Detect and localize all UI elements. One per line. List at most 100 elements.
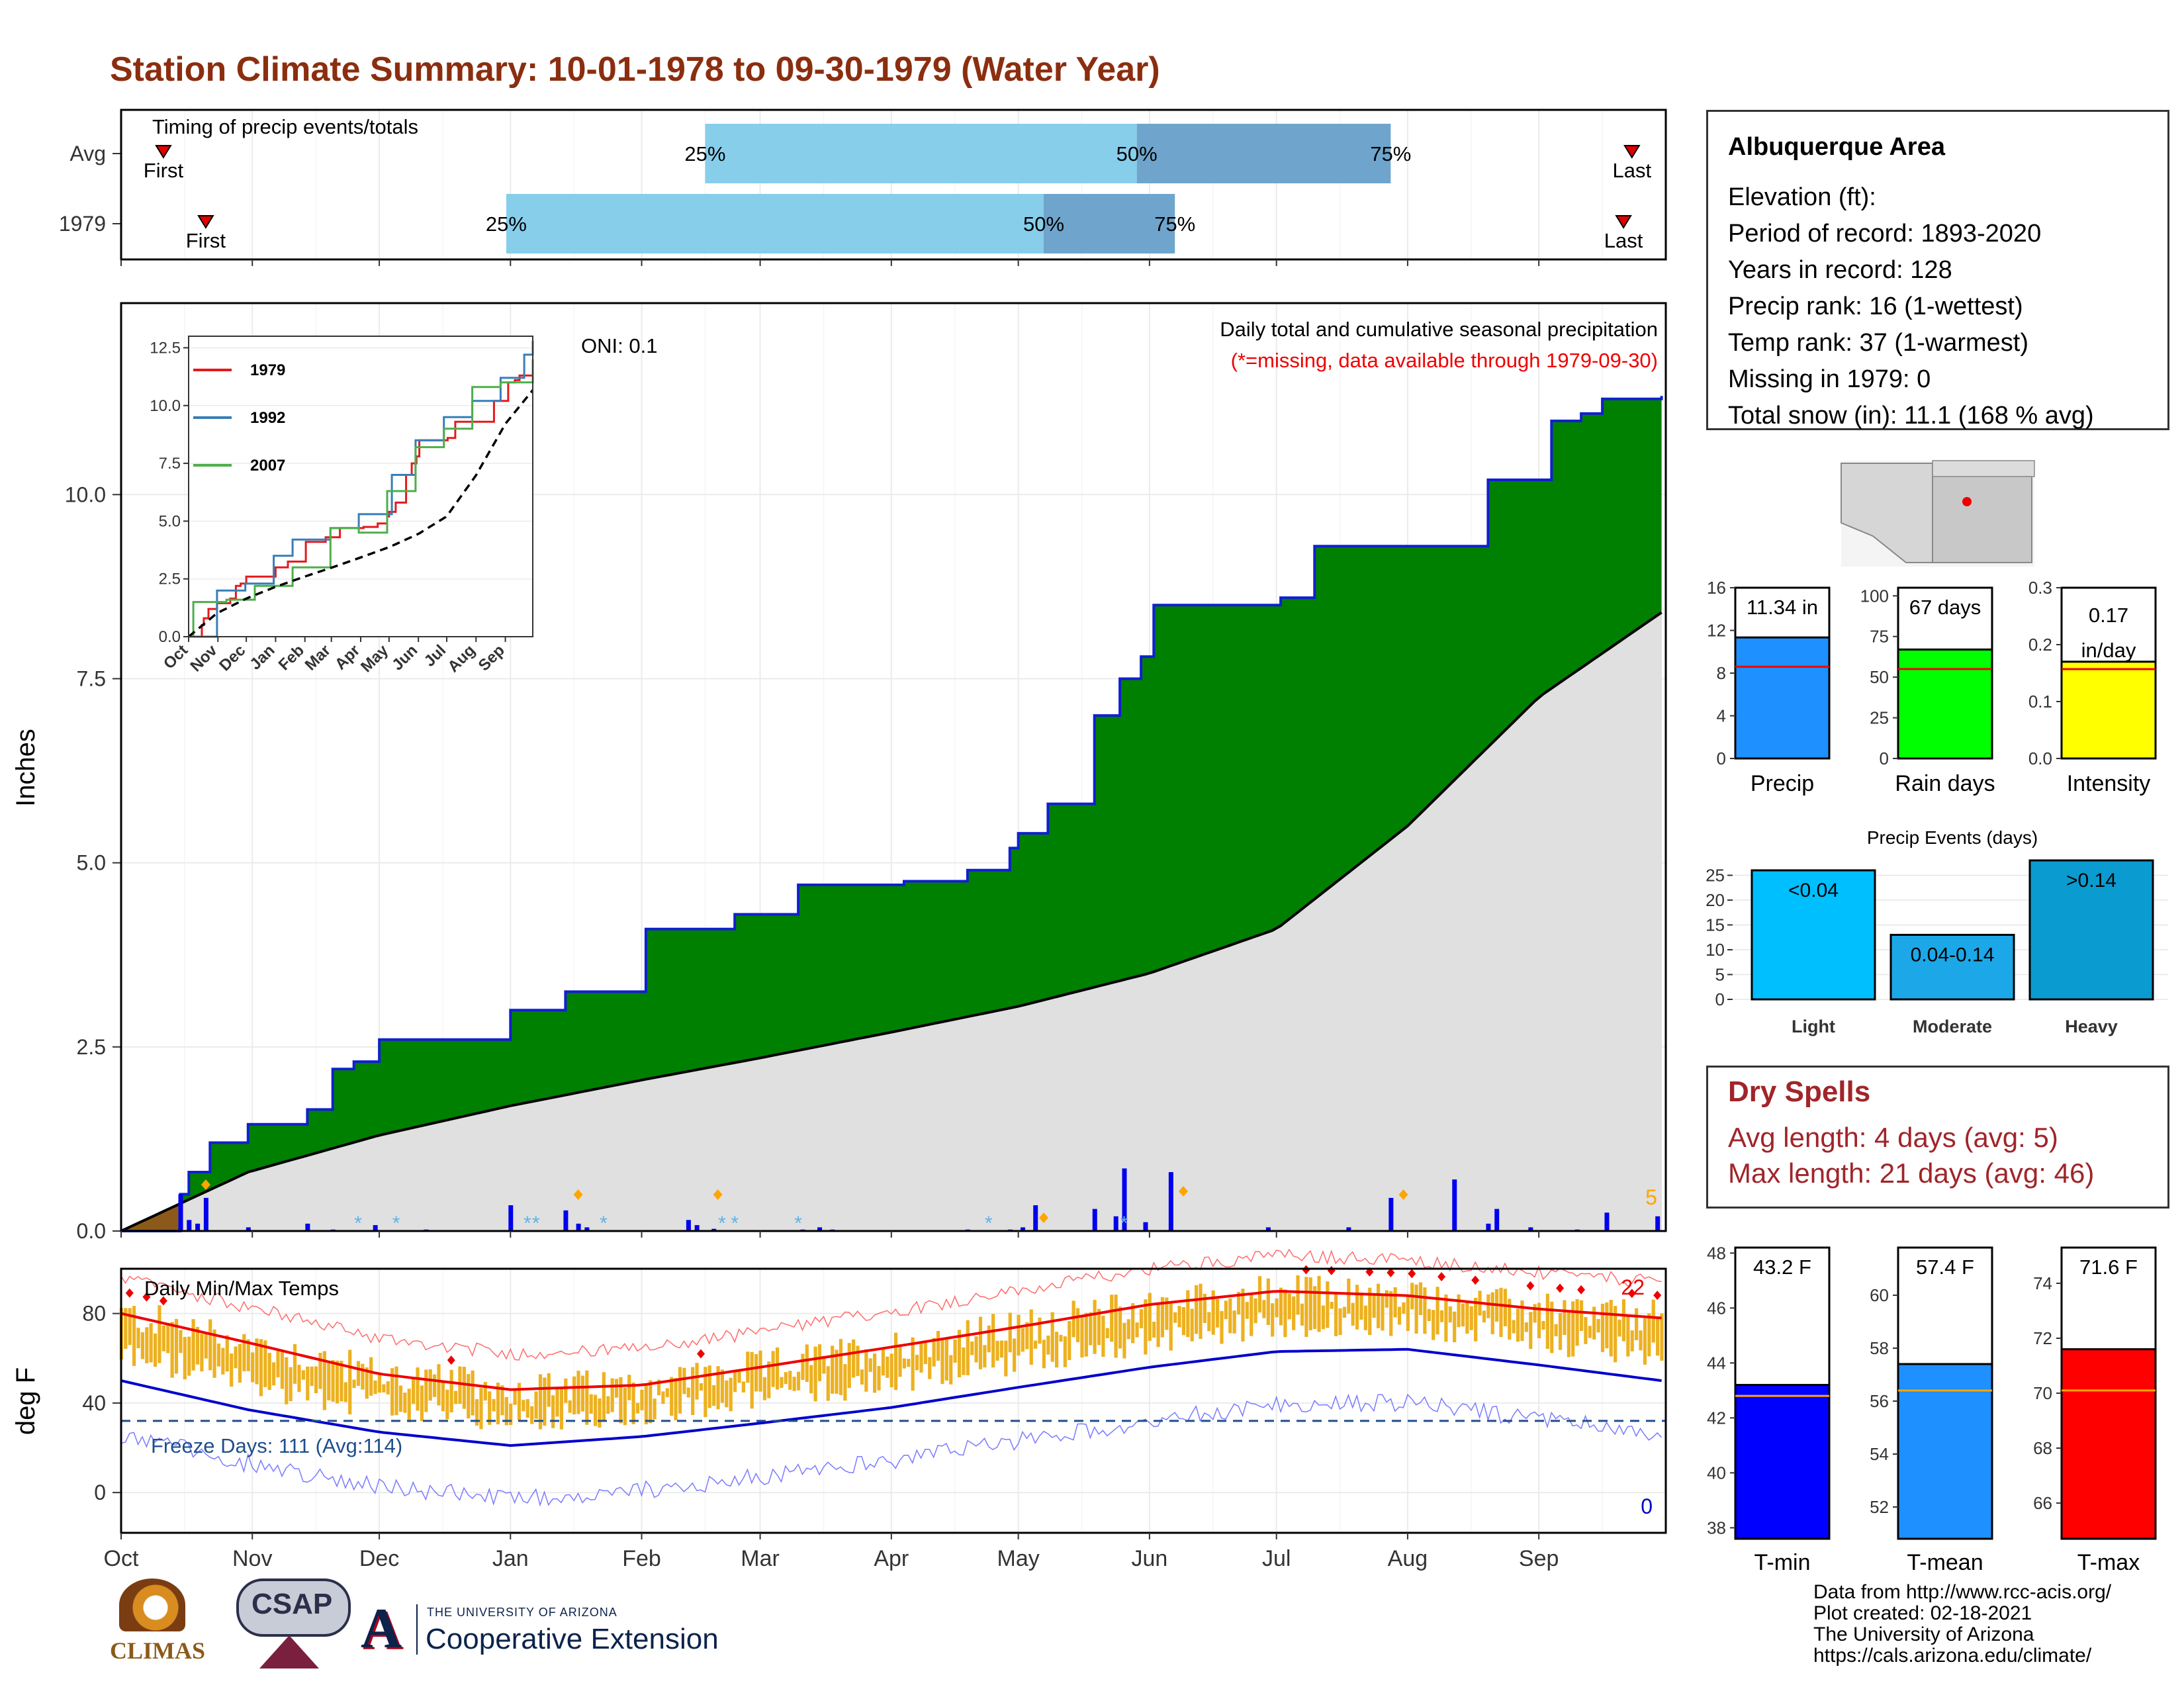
daily-temp-bar: [449, 1369, 453, 1412]
daily-temp-bar: [792, 1377, 796, 1391]
daily-temp-bar: [712, 1385, 716, 1406]
climas-logo: CLIMAS: [106, 1578, 222, 1671]
mini-bar-label: Precip: [1751, 771, 1814, 796]
daily-temp-bar: [1054, 1332, 1059, 1368]
daily-temp-bar: [1435, 1287, 1439, 1335]
daily-precip-bar: [817, 1227, 823, 1231]
daily-temp-bar: [1195, 1285, 1199, 1334]
daily-temp-bar: [949, 1355, 953, 1385]
csap-logo-text: CSAP: [251, 1588, 333, 1620]
x-tick-label: Sep: [1519, 1546, 1559, 1571]
daily-temp-bar: [1651, 1299, 1655, 1343]
daily-temp-bar: [343, 1382, 347, 1402]
daily-temp-bar: [1541, 1320, 1545, 1330]
timing-bar-q50-q75: [1136, 124, 1391, 183]
mini-bar-intensity: [2060, 661, 2157, 760]
daily-temp-bar: [593, 1394, 598, 1426]
daily-temp-bar: [263, 1340, 267, 1387]
daily-temp-bar: [610, 1378, 614, 1412]
daily-temp-bar: [729, 1377, 733, 1412]
daily-temp-bar: [1512, 1320, 1516, 1334]
daily-temp-bar: [170, 1322, 174, 1378]
daily-precip-bar: [1092, 1209, 1097, 1231]
daily-temp-bar: [1173, 1312, 1177, 1323]
daily-temp-bar: [928, 1357, 932, 1379]
daily-temp-bar: [377, 1373, 382, 1393]
daily-temp-bar: [161, 1325, 165, 1351]
daily-temp-bar: [149, 1323, 153, 1363]
daily-temp-bar: [246, 1339, 250, 1371]
daily-temp-bar: [1148, 1293, 1152, 1342]
record-high-line: [120, 1248, 1662, 1361]
mini-bar-ytick-label: 0.3: [2028, 578, 2052, 598]
daily-temp-bar: [1304, 1277, 1308, 1338]
timing-first-marker-label: First: [144, 159, 184, 182]
daily-precip-bar: [305, 1223, 310, 1231]
daily-temp-bar: [331, 1359, 335, 1402]
x-tick-label: Aug: [1388, 1546, 1428, 1571]
daily-temp-bar: [522, 1400, 525, 1412]
precip-ytick-label: 7.5: [77, 666, 106, 690]
daily-temp-bar: [534, 1391, 538, 1419]
dry-spells-avg: Avg length: 4 days (avg: 5): [1728, 1122, 2058, 1153]
precip-ylabel: Inches: [11, 729, 40, 807]
daily-temp-bar: [796, 1371, 801, 1391]
daily-temp-bar: [1190, 1308, 1194, 1342]
daily-temp-bar: [322, 1351, 326, 1410]
daily-temp-bar: [852, 1339, 856, 1378]
page-title: Station Climate Summary: 10-01-1978 to 0…: [110, 50, 1160, 89]
daily-temp-bar: [1550, 1301, 1554, 1353]
daily-temp-bar: [1660, 1313, 1664, 1361]
daily-temp-bar: [158, 1305, 161, 1363]
daily-temp-bar: [500, 1385, 504, 1416]
temp-bar-ytick-label: 38: [1707, 1518, 1726, 1537]
daily-temp-bar: [530, 1406, 534, 1424]
daily-temp-bar: [187, 1336, 191, 1376]
daily-temp-bar: [1643, 1318, 1647, 1365]
daily-temp-bar: [479, 1388, 483, 1430]
daily-temp-bar: [1160, 1297, 1165, 1338]
daily-temp-bar: [492, 1398, 496, 1412]
daily-temp-bar: [568, 1400, 572, 1413]
daily-temp-bar: [915, 1355, 919, 1371]
footer-line-url: https://cals.arizona.edu/climate/: [1813, 1645, 2092, 1667]
daily-precip-bar: [1452, 1179, 1457, 1231]
daily-temp-bar: [471, 1370, 475, 1416]
precip-events-bar-range: <0.04: [1788, 880, 1839, 901]
mini-bar-rain-days: [1897, 648, 1993, 760]
daily-temp-bar: [1372, 1293, 1376, 1318]
daily-temp-bar: [1592, 1306, 1596, 1340]
daily-temp-bar: [1558, 1312, 1563, 1350]
record-precip-marker: [1179, 1186, 1188, 1197]
daily-temp-bar: [1321, 1305, 1326, 1330]
daily-temp-bar: [1084, 1312, 1088, 1357]
inset-series-line-2007: [189, 359, 534, 638]
inset-legend-label: 1992: [250, 409, 285, 427]
daily-temp-bar: [877, 1365, 881, 1391]
daily-temp-bar: [649, 1380, 653, 1424]
timing-first-marker: [197, 215, 214, 229]
daily-temp-bar: [538, 1374, 543, 1430]
daily-temp-bar: [136, 1328, 140, 1349]
daily-temp-bar: [809, 1365, 813, 1394]
daily-temp-bar: [267, 1353, 271, 1391]
daily-temp-bar: [1308, 1277, 1312, 1331]
location-map: [1841, 460, 2035, 567]
daily-temp-bar: [771, 1351, 775, 1387]
daily-temp-bar: [902, 1358, 906, 1369]
daily-temp-bar: [335, 1360, 340, 1404]
precip-events-ytick-label: 15: [1706, 915, 1725, 935]
precip-events-bar-range: 0.04-0.14: [1911, 944, 1995, 966]
mini-bar-ytick-label: 8: [1717, 663, 1726, 683]
daily-temp-bar: [1199, 1283, 1203, 1340]
daily-temp-bar: [932, 1338, 936, 1367]
temp-ytick-label: 40: [82, 1391, 106, 1415]
daily-temp-bar: [1093, 1300, 1097, 1354]
station-total-snow: Total snow (in): 11.1 (168 % avg): [1728, 402, 2094, 430]
daily-temp-bar: [1207, 1312, 1211, 1332]
daily-temp-bar: [670, 1377, 674, 1416]
x-tick-label: Jan: [492, 1546, 529, 1571]
temp-bar-ytick-label: 60: [1870, 1285, 1889, 1305]
inset-ytick-label: 7.5: [159, 455, 181, 473]
mini-bar-ytick-label: 100: [1860, 586, 1889, 606]
